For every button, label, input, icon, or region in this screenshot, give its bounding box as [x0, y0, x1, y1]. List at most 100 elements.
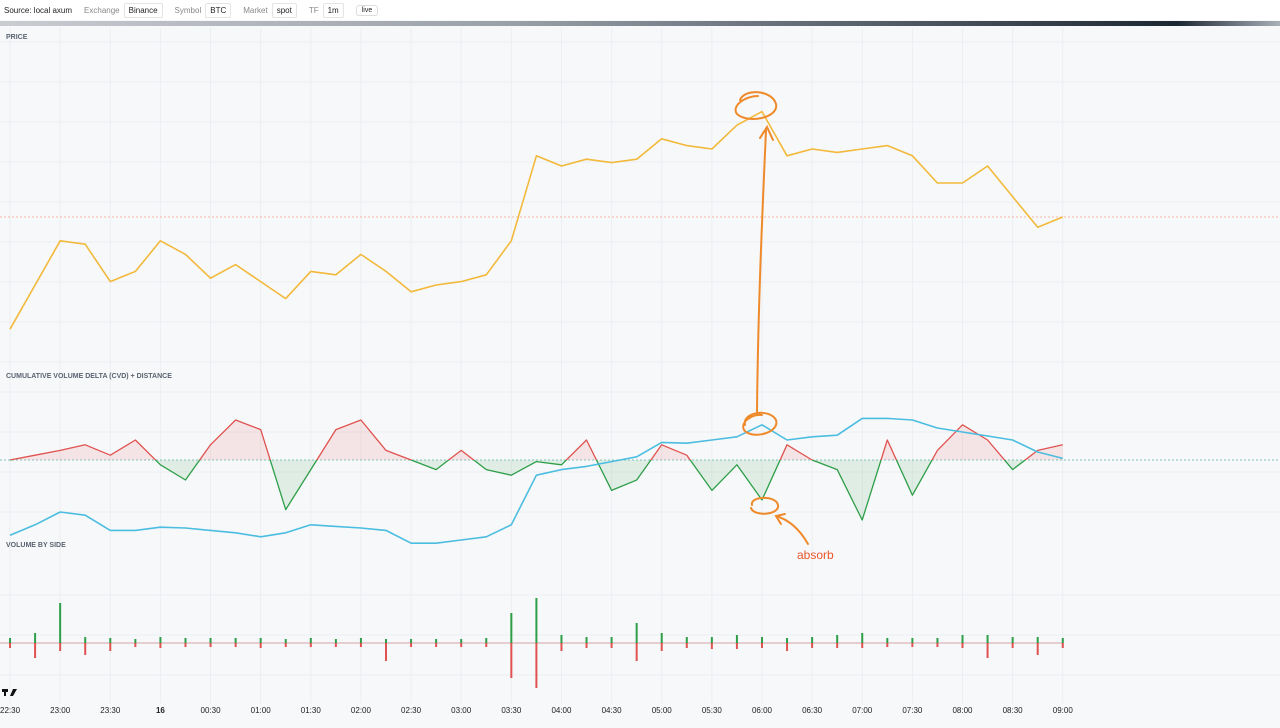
x-tick-label: 03:00	[451, 706, 472, 715]
volume-bar	[134, 643, 137, 647]
volume-bar	[760, 637, 763, 643]
x-tick-label: 03:30	[501, 706, 522, 715]
volume-bar	[635, 623, 638, 643]
volume-bar	[84, 643, 87, 655]
volume-bar	[610, 637, 613, 643]
annotation-drawing	[734, 91, 809, 545]
volume-bar	[836, 635, 839, 643]
volume-bar	[385, 643, 388, 661]
distance-line	[9, 417, 1063, 544]
x-tick-label: 07:30	[902, 706, 923, 715]
volume-bar	[535, 598, 538, 643]
volume-bar	[59, 603, 62, 643]
volume-bar	[159, 637, 162, 643]
volume-bar	[760, 643, 763, 648]
volume-bar	[685, 637, 688, 643]
x-tick-label: 08:00	[952, 706, 973, 715]
x-tick-label: 16	[156, 706, 165, 715]
x-tick-label: 05:30	[702, 706, 723, 715]
volume-bar	[786, 643, 789, 651]
volume-bar	[1061, 643, 1064, 648]
volume-bar	[59, 643, 62, 651]
volume-bar	[184, 643, 187, 647]
circle	[742, 411, 778, 436]
x-tick-label: 23:00	[50, 706, 71, 715]
field-value[interactable]: spot	[271, 2, 297, 18]
panel-title: VOLUME BY SIDE	[6, 542, 66, 549]
volume-bar	[685, 643, 688, 648]
volume-bar	[460, 643, 463, 647]
x-tick-label: 01:30	[301, 706, 322, 715]
volume-bar	[109, 638, 112, 643]
arrow	[756, 124, 774, 413]
volume-bar	[936, 643, 939, 647]
arrow	[774, 513, 809, 545]
volume-bar	[560, 643, 563, 651]
volume-bar	[911, 643, 914, 647]
price-line	[9, 110, 1064, 330]
volume-bar	[259, 638, 262, 643]
progress-bar	[0, 21, 1280, 26]
volume-bar	[1011, 643, 1014, 648]
volume-bar	[284, 639, 287, 643]
panel-title: PRICE	[6, 34, 28, 41]
volume-bar	[34, 643, 37, 658]
volume-bar	[309, 638, 312, 643]
volume-bar	[911, 638, 914, 643]
field-value[interactable]: Binance	[123, 2, 163, 18]
volume-bar	[535, 643, 538, 688]
volume-bar	[886, 643, 889, 647]
volume-bar	[836, 643, 839, 648]
volume-bar	[359, 643, 362, 647]
volume-bar	[234, 643, 237, 647]
volume-bar	[861, 643, 864, 648]
volume-bar	[811, 643, 814, 648]
x-tick-label: 09:00	[1053, 706, 1074, 715]
x-tick-label: 02:30	[401, 706, 422, 715]
circle	[750, 496, 779, 515]
volume-bar	[585, 643, 588, 648]
x-tick-label: 01:00	[251, 706, 272, 715]
volume-bar	[961, 635, 964, 643]
volume-bar	[209, 643, 212, 647]
field-label: Exchange	[84, 5, 120, 15]
x-tick-label: 23:30	[100, 706, 121, 715]
cvd-line	[9, 419, 1063, 521]
volume-bar	[435, 639, 438, 643]
live-button[interactable]: live	[355, 4, 379, 16]
volume-bar	[660, 633, 663, 643]
volume-bar	[259, 643, 262, 648]
volume-bar	[284, 643, 287, 647]
volume-bar	[660, 643, 663, 651]
volume-bar	[610, 643, 613, 648]
volume-bar	[34, 633, 37, 643]
volume-bar	[861, 633, 864, 643]
x-tick-label: 05:00	[652, 706, 673, 715]
x-tick-label: 00:30	[201, 706, 222, 715]
source: Source: local axum	[4, 5, 73, 15]
volume-bar	[735, 635, 738, 643]
volume-bar	[410, 643, 413, 647]
field-value[interactable]: 1m	[322, 2, 344, 18]
volume-bar	[510, 643, 513, 678]
x-tick-label: 07:00	[852, 706, 873, 715]
field-label: Symbol	[174, 5, 202, 15]
volume-bar	[334, 639, 337, 643]
volume-bar	[585, 637, 588, 643]
volume-bar	[1011, 637, 1014, 643]
x-tick-label: 06:30	[802, 706, 823, 715]
volume-bar	[510, 613, 513, 643]
field-value[interactable]: BTC	[205, 2, 232, 18]
volume-bar	[385, 639, 388, 643]
volume-bar	[359, 638, 362, 643]
volume-bar	[1036, 637, 1039, 643]
volume-bar	[560, 635, 563, 643]
volume-bar	[786, 638, 789, 643]
volume-bar	[209, 638, 212, 643]
x-tick-label: 02:00	[351, 706, 372, 715]
volume-bar	[635, 643, 638, 661]
volume-bar	[9, 638, 12, 643]
volume-bar	[334, 643, 337, 647]
